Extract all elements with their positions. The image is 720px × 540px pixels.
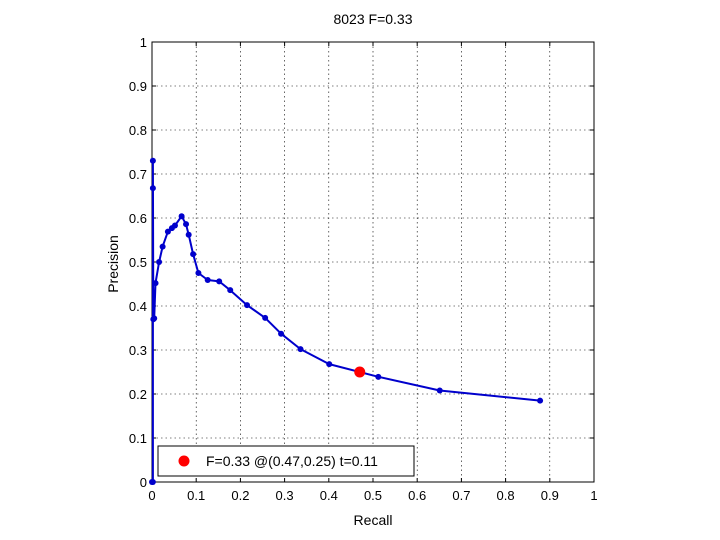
x-tick-label: 0.2 bbox=[231, 488, 249, 503]
pr-point bbox=[244, 302, 251, 309]
y-tick-label: 0.3 bbox=[129, 343, 147, 358]
y-tick-label: 0.6 bbox=[129, 211, 147, 226]
pr-point bbox=[537, 397, 544, 404]
x-tick-label: 0.9 bbox=[541, 488, 559, 503]
pr-point bbox=[149, 479, 155, 485]
x-tick-label: 0.4 bbox=[320, 488, 338, 503]
pr-point bbox=[436, 387, 443, 394]
x-tick-label: 0.1 bbox=[187, 488, 205, 503]
legend-box bbox=[157, 445, 415, 477]
pr-point bbox=[185, 231, 192, 238]
plot-area: 0 0.1 0.2 0.3 0.4 0.5 0.6 0.7 0.8 0.9 1 0 0.1 0.2 0.3 0… bbox=[129, 35, 598, 503]
pr-point bbox=[278, 330, 285, 337]
pr-point bbox=[216, 278, 223, 285]
y-tick-label: 0.7 bbox=[129, 167, 147, 182]
x-tick-label: 0.3 bbox=[276, 488, 294, 503]
pr-point bbox=[164, 228, 171, 235]
x-tick-label: 0 bbox=[148, 488, 155, 503]
pr-point bbox=[326, 361, 333, 368]
pr-point bbox=[190, 251, 197, 258]
best-f-marker bbox=[354, 366, 366, 378]
pr-point bbox=[227, 287, 234, 294]
y-axis-label: Precision bbox=[105, 235, 121, 293]
pr-point bbox=[152, 280, 159, 287]
y-tick-label: 0.4 bbox=[129, 299, 147, 314]
pr-point bbox=[375, 373, 382, 380]
x-axis-label: Recall bbox=[354, 512, 393, 528]
pr-point bbox=[150, 316, 157, 323]
y-tick-label: 1 bbox=[140, 35, 147, 50]
pr-point bbox=[178, 213, 185, 220]
legend-label: F=0.33 @(0.47,0.25) t=0.11 bbox=[206, 453, 378, 469]
pr-point bbox=[183, 221, 190, 228]
y-tick-label: 0.8 bbox=[129, 123, 147, 138]
pr-point bbox=[149, 185, 156, 192]
legend-marker bbox=[178, 455, 190, 467]
pr-point bbox=[195, 270, 202, 276]
pr-point bbox=[159, 243, 166, 250]
y-tick-label: 0.5 bbox=[129, 255, 147, 270]
x-tick-label: 0.8 bbox=[497, 488, 515, 503]
pr-point bbox=[149, 157, 156, 164]
y-tick-label: 0.1 bbox=[129, 431, 147, 446]
pr-point bbox=[156, 259, 163, 265]
pr-point bbox=[204, 277, 211, 284]
x-tick-label: 0.5 bbox=[364, 488, 382, 503]
x-tick-label: 0.6 bbox=[408, 488, 426, 503]
chart-title: 8023 F=0.33 bbox=[333, 11, 412, 27]
pr-point bbox=[297, 346, 304, 353]
x-tick-label: 1 bbox=[590, 488, 597, 503]
x-tick-label: 0.7 bbox=[452, 488, 470, 503]
pr-point bbox=[168, 225, 175, 232]
y-tick-label: 0.9 bbox=[129, 79, 147, 94]
pr-point bbox=[262, 314, 269, 321]
y-tick-label: 0 bbox=[140, 475, 147, 490]
legend: F=0.33 @(0.47,0.25) t=0.11 bbox=[157, 445, 415, 477]
y-tick-label: 0.2 bbox=[129, 387, 147, 402]
